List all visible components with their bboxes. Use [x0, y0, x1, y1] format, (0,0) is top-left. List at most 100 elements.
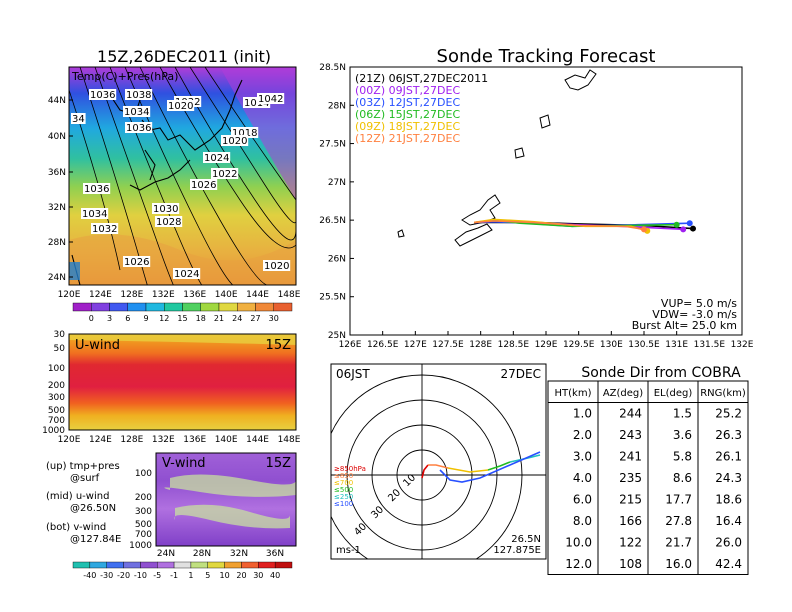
- lon-tick-label: 120E: [58, 435, 81, 445]
- v-pressure-tick: 700: [135, 530, 152, 540]
- pressure-label-bg: [123, 256, 151, 267]
- track-lon-tick: 128E: [469, 340, 492, 350]
- wind-colorbar-cell: [190, 561, 208, 569]
- pressure-label-bg: [81, 208, 109, 219]
- temp-colorbar-cell: [91, 302, 110, 312]
- table-cell: 122: [619, 536, 642, 550]
- temp-colorbar-label: 21: [214, 314, 224, 323]
- track-param: Burst Alt= 25.0 km: [632, 319, 737, 332]
- table-cell: 4.0: [573, 471, 592, 485]
- table-cell: 21.7: [665, 536, 692, 550]
- v-pressure-tick: 100: [135, 469, 152, 479]
- table-header-cell: HT(km): [555, 388, 592, 399]
- track-series: [474, 218, 696, 234]
- pressure-label: 1042: [258, 94, 283, 105]
- track-lon-tick: 132E: [731, 340, 754, 350]
- lon-tick-label: 140E: [215, 290, 238, 300]
- track-lat-tick: 25N: [328, 331, 346, 341]
- table-cell: 26.0: [715, 536, 742, 550]
- wind-colorbar-label: 30: [253, 571, 263, 580]
- lon-tick-label: 132E: [152, 290, 175, 300]
- polar-track: [421, 451, 541, 483]
- track-lon-tick: 129.5E: [563, 340, 595, 350]
- pressure-label: 1036: [84, 184, 109, 195]
- polar-level-label: ≤700: [334, 479, 353, 487]
- wind-colorbar-label: 10: [220, 571, 230, 580]
- lon-tick-label: 132E: [152, 435, 175, 445]
- pressure-label: 1028: [156, 217, 181, 228]
- pressure-label: 1018: [232, 128, 257, 139]
- pressure-label: 1014: [244, 98, 269, 109]
- lon-tick-label: 120E: [58, 290, 81, 300]
- temp-colorbar-label: 12: [159, 314, 169, 323]
- track-lon-tick: 126E: [339, 340, 362, 350]
- track-endpoint: [680, 226, 687, 233]
- temp-colorbar-cell: [72, 302, 92, 312]
- wind-colorbar-cell: [123, 561, 141, 569]
- pressure-label: 1020: [222, 136, 247, 147]
- wind-colorbar: -40 -30 -20 -10 -5 -1 1 5 10 20 30 40: [72, 561, 293, 580]
- track-legend-entry: (21Z) 06JST,27DEC2011: [355, 72, 488, 85]
- panel-note: @127.84E: [70, 534, 121, 545]
- table-cell: 26.1: [715, 450, 742, 464]
- pressure-label-bg: [123, 106, 151, 117]
- table-header-cell: RNG(km): [700, 388, 746, 399]
- pressure-label-bg: [125, 122, 153, 133]
- table-cell: 27.8: [665, 514, 692, 528]
- table-cell: 108: [619, 557, 642, 571]
- temp-colorbar-label: 24: [232, 314, 242, 323]
- track-title: Sonde Tracking Forecast: [437, 46, 656, 67]
- lon-tick-label: 128E: [120, 290, 143, 300]
- pressure-label: 34: [72, 114, 85, 125]
- panel-note: @26.50N: [70, 503, 116, 514]
- temp-colorbar-label: 0: [89, 314, 94, 323]
- wind-colorbar-cell: [140, 561, 158, 569]
- u-wind-time: 15Z: [266, 338, 292, 353]
- wind-colorbar-cell: [274, 561, 293, 569]
- lon-tick-label: 140E: [215, 435, 238, 445]
- pressure-label-bg: [173, 268, 201, 279]
- temp-colorbar-cell: [182, 302, 201, 312]
- temp-colorbar-cell: [273, 302, 293, 312]
- pressure-label-bg: [243, 97, 271, 108]
- wind-colorbar-label: 5: [205, 571, 210, 580]
- map-field-label: Temp(C)+Pres(hPa): [71, 70, 178, 83]
- pressure-label: 1022: [212, 169, 237, 180]
- pressure-label-bg: [89, 89, 117, 100]
- track-lat-tick: 25.5N: [319, 293, 346, 303]
- table-cell: 8.6: [673, 471, 692, 485]
- pressure-label-bg: [83, 183, 111, 194]
- temp-colorbar-cell: [164, 302, 183, 312]
- v-wind-label: V-wind: [162, 456, 206, 471]
- polar-time: 06JST: [336, 367, 370, 381]
- wind-colorbar-cell: [241, 561, 259, 569]
- polar-level-label: ≥850hPa: [334, 465, 366, 473]
- v-lat-tick: 28N: [193, 549, 211, 559]
- u-pressure-tick: 500: [48, 406, 65, 416]
- track-lon-tick: 131.5E: [694, 340, 726, 350]
- table-cell: 10.0: [565, 536, 592, 550]
- table-cell: 235: [619, 471, 642, 485]
- sonde-table: Sonde Dir from COBRA HT(km) AZ(deg) EL(deg…: [547, 365, 749, 575]
- wind-colorbar-cell: [106, 561, 124, 569]
- table-cell: 17.7: [665, 493, 692, 507]
- pressure-label: 1034: [124, 107, 149, 118]
- track-plot-area: [349, 66, 743, 336]
- temp-colorbar-cell: [200, 302, 220, 312]
- track-legend-entry: (06Z) 15JST,27DEC: [355, 108, 460, 121]
- track-lon-tick: 128.5E: [498, 340, 530, 350]
- table-cell: 42.4: [715, 557, 742, 571]
- temp-colorbar-cell: [255, 302, 274, 312]
- table-cell: 24.3: [715, 471, 742, 485]
- map-title: 15Z,26DEC2011 (init): [97, 47, 271, 66]
- pressure-label: 1026: [191, 180, 216, 191]
- panel-notes: (up) tmp+pres@surf (mid) u-wind@26.50N (bo…: [46, 461, 121, 545]
- table-header-cell: EL(deg): [654, 388, 693, 399]
- wind-colorbar-label: 40: [270, 571, 280, 580]
- u-pressure-tick: 300: [48, 393, 65, 403]
- temp-colorbar-cell: [218, 302, 238, 312]
